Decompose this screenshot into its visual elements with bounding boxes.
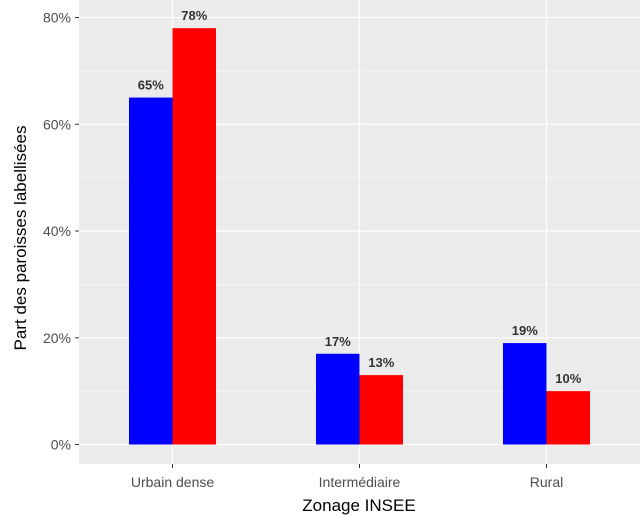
bar	[316, 353, 360, 445]
data-label: 13%	[368, 355, 394, 370]
bar	[172, 28, 216, 445]
bar	[129, 97, 173, 445]
x-tick-label: Intermédiaire	[319, 474, 401, 490]
x-axis: Urbain dense Intermédiaire Rural	[131, 464, 563, 490]
y-tick-label: 80%	[43, 10, 71, 26]
bars	[129, 28, 590, 445]
y-tick-label: 60%	[43, 116, 71, 132]
y-axis: 0% 20% 40% 60% 80%	[43, 10, 79, 453]
y-tick-label: 40%	[43, 223, 71, 239]
data-label: 78%	[181, 8, 207, 23]
bar	[359, 375, 403, 445]
x-tick-label: Rural	[530, 474, 563, 490]
data-label: 65%	[138, 78, 164, 93]
data-label: 17%	[325, 334, 351, 349]
y-tick-label: 0%	[51, 437, 71, 453]
bar	[546, 391, 590, 445]
x-axis-title: Zonage INSEE	[302, 496, 415, 515]
data-labels: 65% 17% 19% 78% 13% 10%	[138, 8, 582, 386]
data-label: 19%	[512, 323, 538, 338]
data-label: 10%	[555, 371, 581, 386]
y-axis-title: Part des paroisses labellisées	[11, 126, 30, 351]
x-tick-label: Urbain dense	[131, 474, 214, 490]
bar	[503, 343, 547, 445]
y-tick-label: 20%	[43, 330, 71, 346]
